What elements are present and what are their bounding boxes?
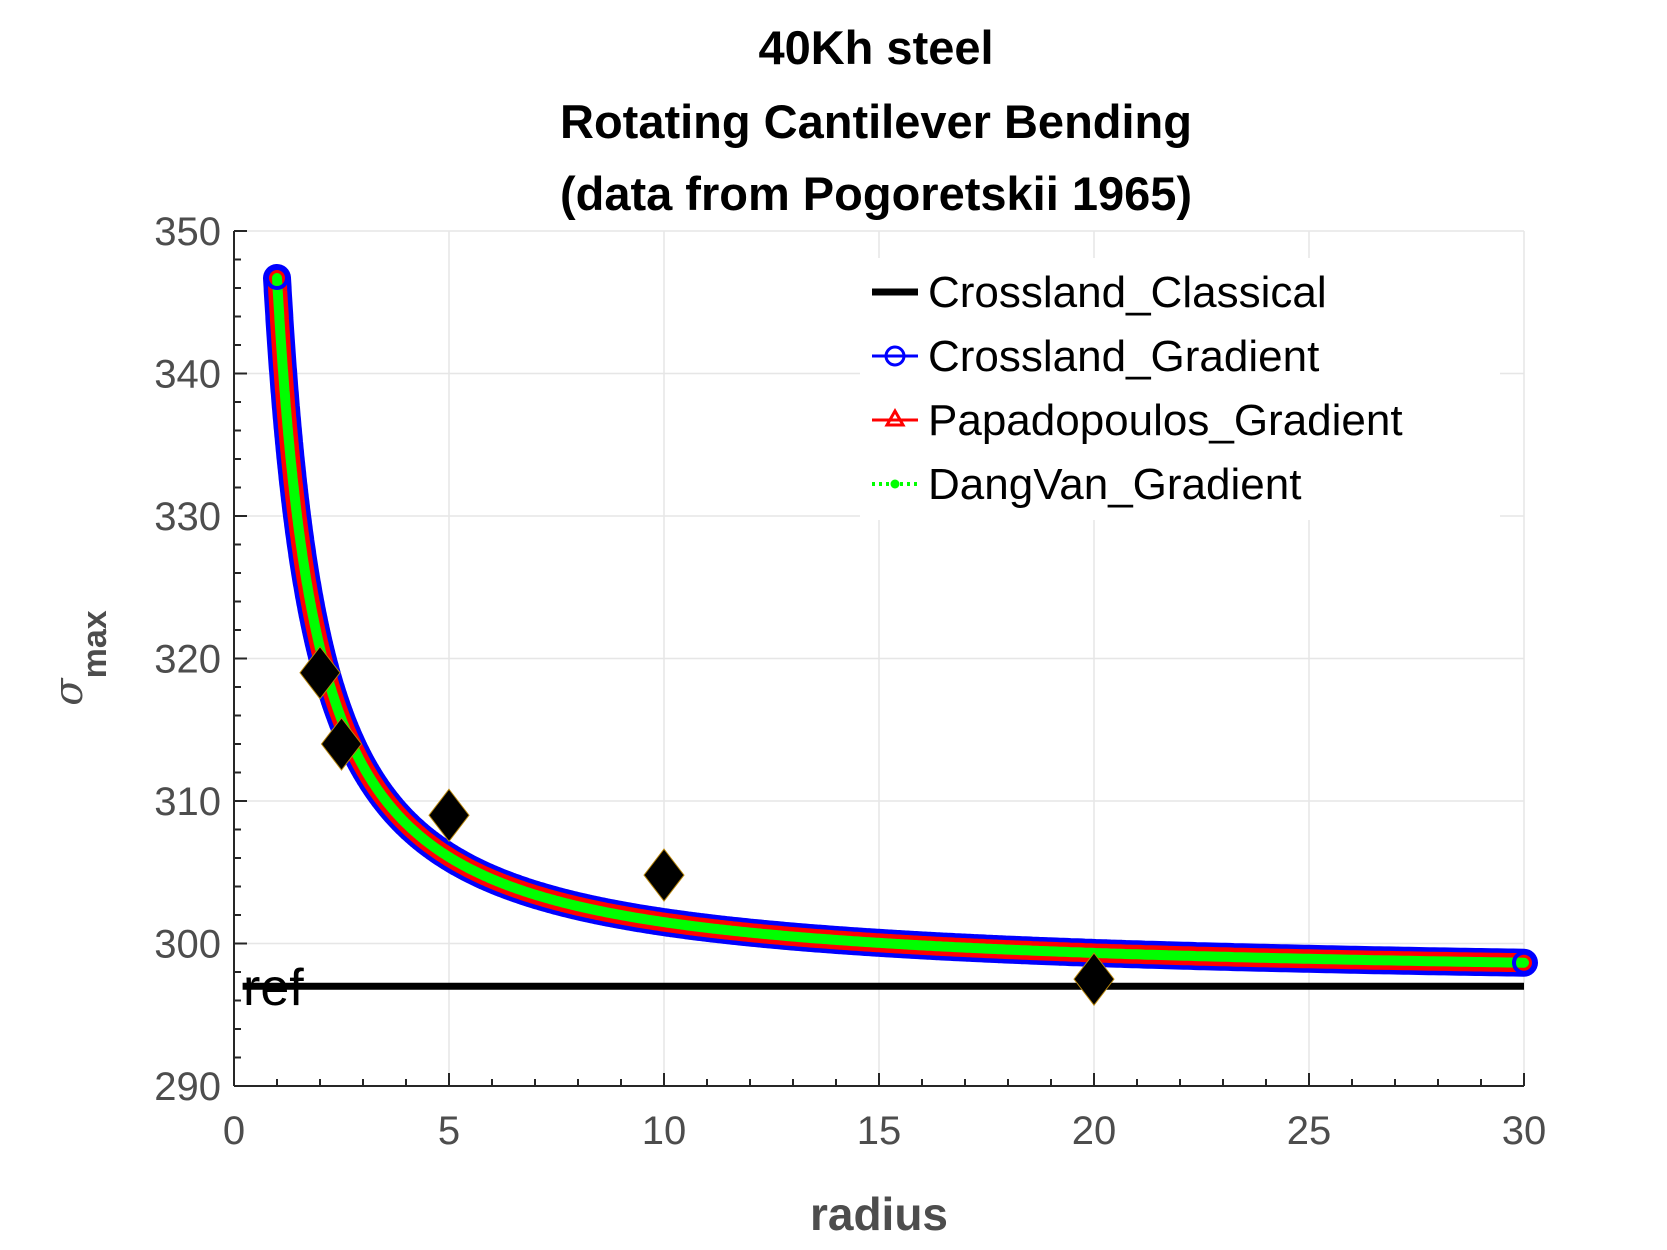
experimental-point — [1073, 952, 1115, 1006]
x-tick-label: 10 — [642, 1109, 687, 1153]
legend-box — [860, 258, 1500, 520]
legend-label: Papadopoulos_Gradient — [928, 396, 1403, 445]
legend-marker-circle — [884, 345, 906, 367]
title-line-2: Rotating Cantilever Bending — [560, 95, 1192, 148]
legend-marker-dot — [890, 479, 900, 489]
x-tick-label: 15 — [857, 1109, 902, 1153]
x-axis-title: radius — [810, 1188, 948, 1240]
y-axis-title: σmax — [46, 610, 114, 705]
x-tick-label: 0 — [223, 1109, 245, 1153]
x-axis-label: radius — [810, 1188, 948, 1240]
series-layer — [242, 264, 1538, 1006]
y-tick-label: 330 — [154, 495, 221, 539]
y-axis-label: σmax — [46, 610, 114, 705]
y-tick-label: 350 — [154, 210, 221, 254]
y-tick-label: 300 — [154, 923, 221, 967]
y-tick-label: 310 — [154, 780, 221, 824]
y-tick-label: 320 — [154, 638, 221, 682]
legend-label: Crossland_Classical — [928, 268, 1327, 317]
experimental-point — [643, 848, 685, 902]
chart-title: 40Kh steel Rotating Cantilever Bending (… — [560, 21, 1192, 220]
y-axis-subscript: max — [76, 610, 114, 678]
legend-label: DangVan_Gradient — [928, 460, 1301, 509]
crossland-gradient-marker — [265, 266, 289, 291]
legend-marker-triangle — [884, 407, 906, 427]
legend: Crossland_Classical Crossland_Gradient Pap… — [860, 258, 1500, 520]
ticks: 0 5 10 15 20 25 30 290 300 310 320 330 340 350 — [154, 210, 1546, 1153]
x-tick-label: 30 — [1502, 1109, 1547, 1153]
y-tick-label: 290 — [154, 1065, 221, 1109]
x-tick-label: 20 — [1072, 1109, 1117, 1153]
experimental-point — [299, 645, 341, 700]
x-tick-label: 5 — [438, 1109, 460, 1153]
y-tick-label: 340 — [154, 353, 221, 397]
crossland-gradient-marker — [1512, 950, 1536, 975]
experimental-point — [428, 788, 470, 843]
legend-label: Crossland_Gradient — [928, 332, 1319, 381]
title-line-3: (data from Pogoretskii 1965) — [560, 167, 1192, 220]
experimental-point — [320, 717, 363, 771]
series-dangvan-gradient-line — [272, 273, 1529, 968]
title-line-1: 40Kh steel — [758, 21, 993, 74]
ref-annotation: ref — [243, 959, 304, 1017]
y-axis-symbol: σ — [46, 677, 92, 706]
x-tick-label: 25 — [1287, 1109, 1332, 1153]
